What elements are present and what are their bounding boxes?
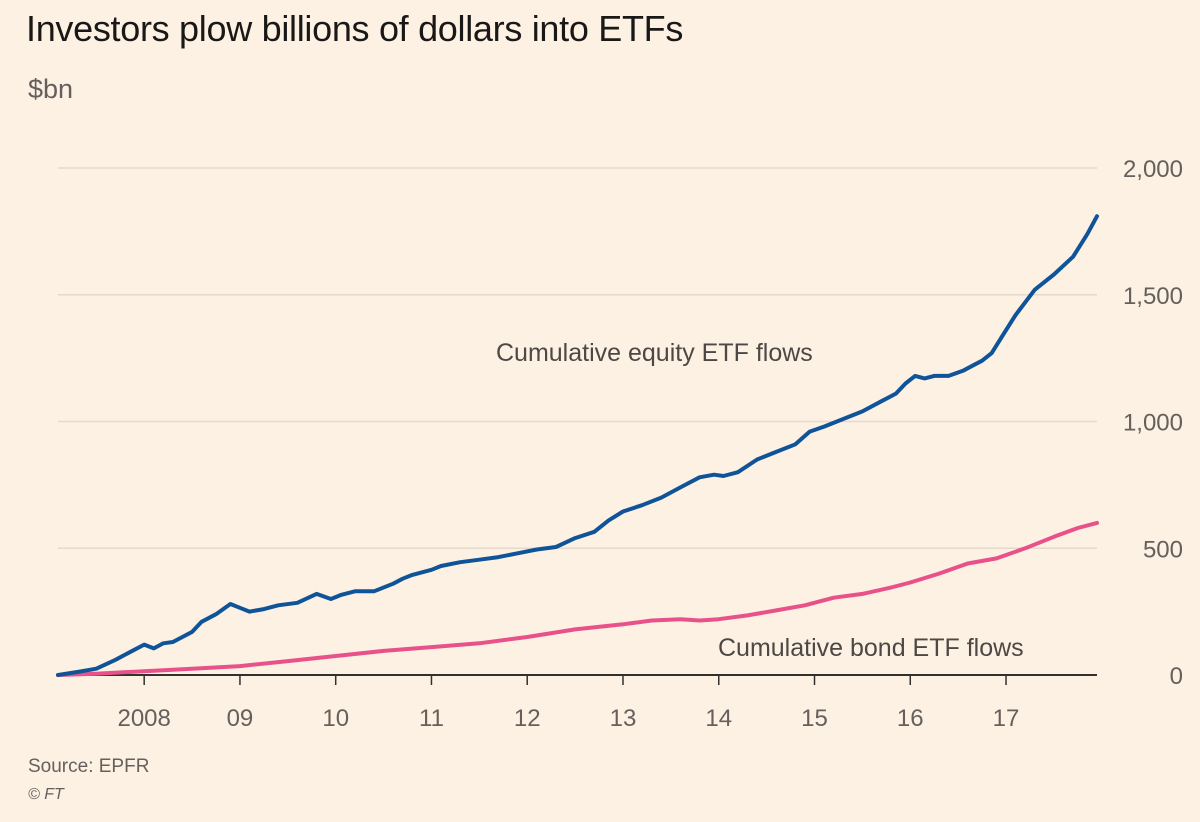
- x-tick-label: 14: [705, 705, 732, 732]
- x-tick-label: 11: [419, 705, 444, 732]
- y-tick-label: 0: [1170, 663, 1183, 690]
- series-label-bond: Cumulative bond ETF flows: [718, 634, 1024, 662]
- chart-title: Investors plow billions of dollars into …: [26, 8, 684, 49]
- series-line-bond: [56, 520, 1099, 677]
- source-note: Source: EPFR: [28, 756, 150, 777]
- chart-unit-label: $bn: [28, 74, 74, 104]
- y-tick-label: 2,000: [1123, 156, 1183, 183]
- x-tick-label: 2008: [117, 705, 170, 732]
- y-tick-labels: 0 500 1,000 1,500 2,000: [1123, 156, 1183, 690]
- y-tick-label: 1,000: [1123, 410, 1183, 437]
- y-tick-label: 1,500: [1123, 283, 1183, 310]
- x-axis: 2008 09 10 11 12 13 14 15 16 17: [58, 674, 1097, 732]
- x-tick-label: 13: [610, 705, 637, 732]
- series-lines: [56, 214, 1099, 677]
- gridlines: [58, 167, 1097, 549]
- x-tick-label: 15: [801, 705, 828, 732]
- x-tick-label: 10: [322, 705, 349, 732]
- x-tick-label: 17: [993, 705, 1020, 732]
- series-line-equity: [56, 214, 1099, 677]
- y-tick-label: 500: [1143, 536, 1183, 563]
- x-tick-label: 12: [514, 705, 541, 732]
- x-tick-label: 16: [897, 705, 924, 732]
- ft-credit: © FT: [28, 786, 64, 803]
- series-label-equity: Cumulative equity ETF flows: [496, 339, 813, 367]
- x-tick-label: 09: [227, 705, 254, 732]
